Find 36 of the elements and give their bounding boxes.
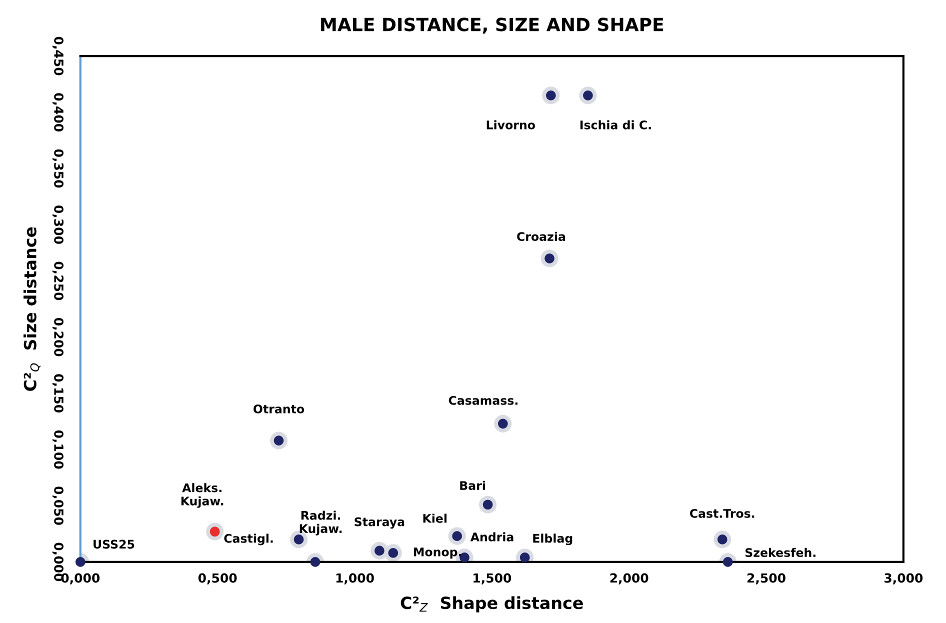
annotation: Ischia di C. [580,120,651,130]
x-tick-label: 0,000 [61,573,100,584]
annotation: Andria [470,532,514,542]
annotation: Bari [460,480,485,490]
annotation: Castigl. [224,534,273,546]
chart-title: MALE DISTANCE, SIZE AND SHAPE [321,18,664,34]
y-tick-label: 0,050 [52,486,64,525]
annotation: Radzi. Kujaw. [300,510,342,536]
y-tick-label: 0,100 [52,430,64,469]
annotation: Aleks. Kujaw. [181,483,224,508]
y-tick-label: 0,400 [52,93,64,132]
annotation: Croazia [517,232,565,242]
annotation: USS25 [94,540,134,549]
annotation: Szekesfeh. [745,548,816,558]
annotation: Staraya [354,517,404,529]
annotation: Livorno [486,120,535,130]
y-tick-label: 0,450 [52,36,64,76]
x-tick-label: 2,500 [747,573,786,584]
x-tick-label: 2,000 [610,573,648,584]
y-tick-label: 0,200 [52,318,64,356]
y-axis-title: C²$_{Q}$ Size distance [24,227,40,391]
annotation: Kiel [423,514,446,523]
annotation: Cast.Tros. [690,508,754,518]
y-tick-label: 0,150 [52,374,64,412]
y-tick-label: 0,350 [52,149,64,188]
annotation: Casamass. [448,396,518,405]
x-tick-label: 1,000 [336,573,374,584]
x-tick-label: 3,000 [884,573,923,584]
y-tick-label: 0,300 [52,206,64,244]
annotation: Monop. [414,548,462,559]
x-axis-title: C²$_{Z}$ Shape distance [400,596,583,612]
y-tick-label: 0,250 [52,262,64,300]
x-tick-label: 1,500 [474,573,512,584]
annotation: Otranto [254,404,304,414]
x-tick-label: 0,500 [198,573,237,584]
annotation: Elblag [533,534,572,546]
